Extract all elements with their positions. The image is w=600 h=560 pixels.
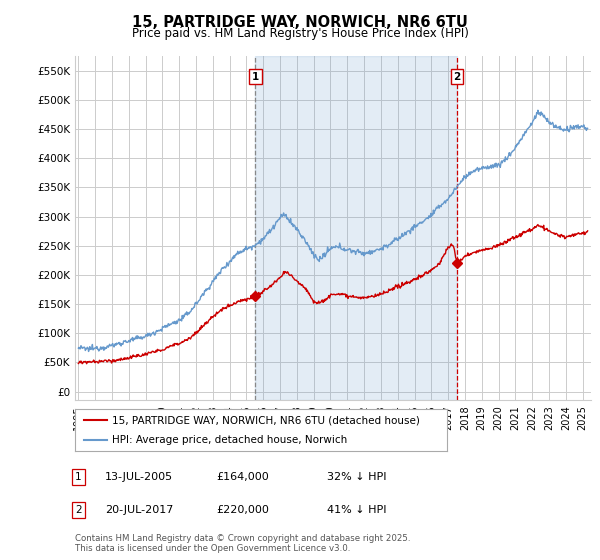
Text: 41% ↓ HPI: 41% ↓ HPI <box>327 505 386 515</box>
Text: 20-JUL-2017: 20-JUL-2017 <box>105 505 173 515</box>
Text: 1: 1 <box>75 472 82 482</box>
Text: 2: 2 <box>75 505 82 515</box>
Text: 15, PARTRIDGE WAY, NORWICH, NR6 6TU: 15, PARTRIDGE WAY, NORWICH, NR6 6TU <box>132 15 468 30</box>
Text: 15, PARTRIDGE WAY, NORWICH, NR6 6TU (detached house): 15, PARTRIDGE WAY, NORWICH, NR6 6TU (det… <box>112 415 420 425</box>
Bar <box>256 56 457 400</box>
Text: Price paid vs. HM Land Registry's House Price Index (HPI): Price paid vs. HM Land Registry's House … <box>131 27 469 40</box>
Text: 32% ↓ HPI: 32% ↓ HPI <box>327 472 386 482</box>
Text: 1: 1 <box>252 72 259 82</box>
Text: 13-JUL-2005: 13-JUL-2005 <box>105 472 173 482</box>
Text: £164,000: £164,000 <box>216 472 269 482</box>
Text: HPI: Average price, detached house, Norwich: HPI: Average price, detached house, Norw… <box>112 435 347 445</box>
Text: 2: 2 <box>454 72 461 82</box>
Text: £220,000: £220,000 <box>216 505 269 515</box>
Text: Contains HM Land Registry data © Crown copyright and database right 2025.
This d: Contains HM Land Registry data © Crown c… <box>75 534 410 553</box>
